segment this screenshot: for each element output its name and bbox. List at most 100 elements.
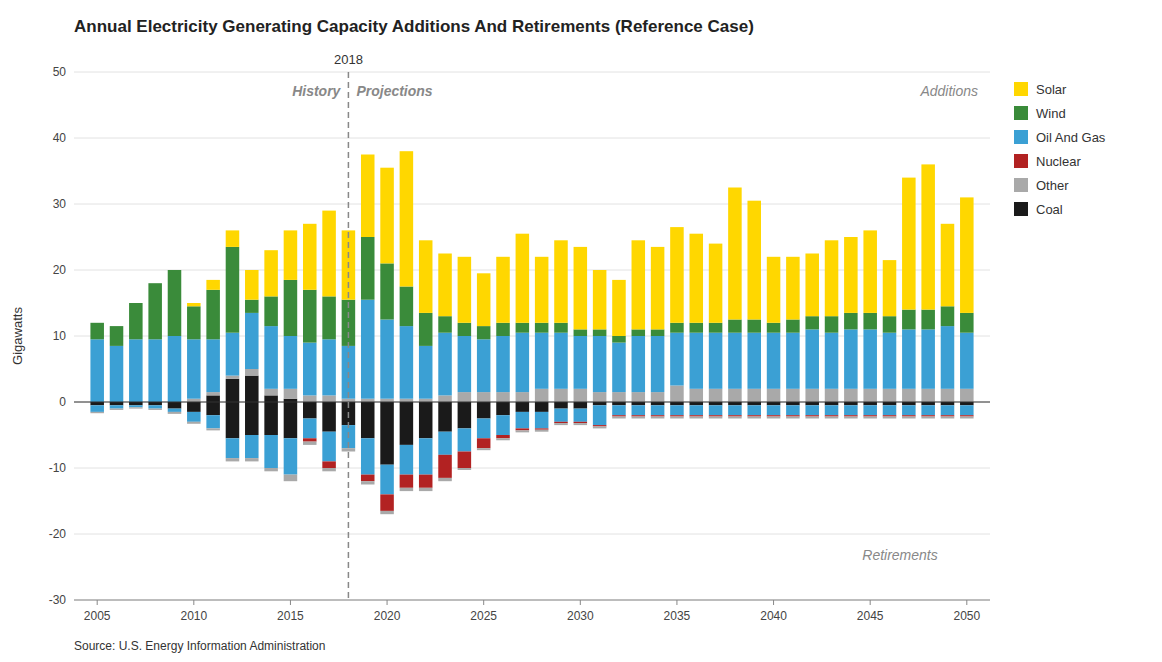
bar-segment bbox=[554, 422, 568, 423]
bar-segment bbox=[805, 329, 819, 388]
bar-segment bbox=[129, 405, 143, 407]
bar-segment bbox=[206, 279, 220, 280]
bar-segment bbox=[651, 415, 665, 416]
bar-segment bbox=[941, 405, 955, 415]
bar-segment bbox=[883, 405, 897, 415]
bar-segment bbox=[786, 405, 800, 415]
bar-segment bbox=[206, 392, 220, 395]
legend: SolarWindOil And GasNuclearOtherCoal bbox=[1014, 82, 1106, 217]
bar-segment bbox=[883, 333, 897, 389]
bars bbox=[90, 151, 973, 514]
bar-segment bbox=[303, 402, 317, 419]
bar-segment bbox=[728, 333, 742, 389]
bar-segment bbox=[226, 376, 240, 379]
bar-segment bbox=[438, 254, 452, 317]
bar-segment bbox=[361, 300, 375, 399]
bar-segment bbox=[148, 405, 162, 408]
bar-segment bbox=[516, 333, 530, 392]
bar-segment bbox=[206, 280, 220, 290]
bar-segment bbox=[361, 438, 375, 474]
bar-segment bbox=[380, 511, 394, 514]
bar-segment bbox=[380, 402, 394, 465]
bar-segment bbox=[593, 405, 607, 425]
bar-segment bbox=[516, 402, 530, 412]
bar-segment bbox=[438, 432, 452, 455]
bar-segment bbox=[593, 426, 607, 428]
bar-segment bbox=[90, 322, 104, 323]
bar-segment bbox=[612, 336, 626, 343]
bar-segment bbox=[883, 389, 897, 402]
bar-segment bbox=[458, 452, 472, 469]
bar-segment bbox=[767, 257, 781, 323]
bar-segment bbox=[612, 405, 626, 415]
bar-segment bbox=[129, 303, 143, 304]
bar-segment bbox=[380, 168, 394, 264]
bar-segment bbox=[921, 405, 935, 415]
bar-segment bbox=[554, 389, 568, 402]
bar-segment bbox=[941, 306, 955, 326]
annotation: 2018 bbox=[334, 52, 363, 67]
bar-segment bbox=[593, 425, 607, 426]
bar-segment bbox=[400, 475, 414, 488]
x-tick bbox=[966, 600, 967, 605]
bar-segment bbox=[786, 257, 800, 320]
bar-segment bbox=[245, 369, 259, 376]
bar-segment bbox=[206, 290, 220, 340]
bar-segment bbox=[747, 333, 761, 389]
bar-segment bbox=[245, 402, 259, 435]
bar-segment bbox=[322, 468, 336, 471]
bar-segment bbox=[709, 323, 723, 333]
bar-segment bbox=[574, 422, 588, 423]
bar-segment bbox=[747, 320, 761, 333]
annotation: Retirements bbox=[862, 547, 937, 563]
bar-segment bbox=[110, 409, 124, 410]
legend-label: Wind bbox=[1036, 106, 1066, 121]
bar-segment bbox=[438, 455, 452, 478]
bar-segment bbox=[921, 310, 935, 330]
bar-segment bbox=[883, 417, 897, 419]
bar-segment bbox=[612, 343, 626, 393]
bar-segment bbox=[670, 386, 684, 403]
bar-segment bbox=[554, 423, 568, 425]
bar-segment bbox=[574, 409, 588, 422]
bar-segment bbox=[168, 412, 182, 414]
bar-segment bbox=[206, 339, 220, 392]
bar-segment bbox=[728, 405, 742, 415]
legend-swatch bbox=[1014, 202, 1028, 216]
bar-segment bbox=[206, 402, 220, 415]
bar-segment bbox=[496, 336, 510, 392]
bar-segment bbox=[786, 415, 800, 416]
bar-segment bbox=[612, 417, 626, 419]
bar-segment bbox=[844, 313, 858, 330]
bar-segment bbox=[90, 405, 104, 412]
bar-segment bbox=[380, 465, 394, 495]
bar-segment bbox=[632, 329, 646, 336]
bar-segment bbox=[651, 336, 665, 392]
bar-segment bbox=[148, 283, 162, 284]
bar-segment bbox=[767, 417, 781, 419]
bar-segment bbox=[709, 244, 723, 323]
bar-segment bbox=[187, 402, 201, 412]
bar-segment bbox=[168, 270, 182, 271]
bar-segment bbox=[303, 290, 317, 343]
bar-segment bbox=[767, 405, 781, 415]
x-axis-line bbox=[74, 600, 990, 601]
bar-segment bbox=[535, 333, 549, 389]
bar-segment bbox=[844, 415, 858, 416]
bar-segment bbox=[342, 230, 356, 231]
bar-segment bbox=[805, 405, 819, 415]
bar-segment bbox=[438, 478, 452, 481]
y-tick-label: -10 bbox=[49, 461, 67, 475]
bar-segment bbox=[747, 389, 761, 402]
bar-segment bbox=[902, 389, 916, 402]
bar-segment bbox=[728, 188, 742, 320]
bar-segment bbox=[632, 405, 646, 415]
bar-segment bbox=[284, 438, 298, 474]
bar-segment bbox=[226, 402, 240, 438]
bar-segment bbox=[419, 488, 433, 491]
bar-segment bbox=[380, 263, 394, 319]
bar-segment bbox=[805, 316, 819, 329]
bar-segment bbox=[883, 415, 897, 416]
bar-segment bbox=[477, 448, 491, 450]
x-tick-label: 2035 bbox=[664, 609, 691, 623]
